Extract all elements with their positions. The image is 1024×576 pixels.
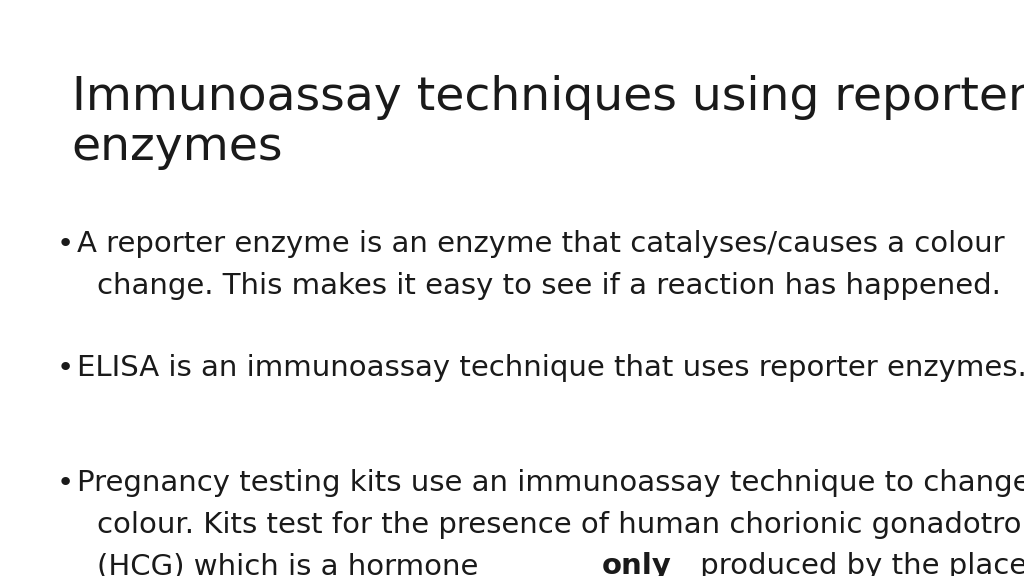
Text: A reporter enzyme is an enzyme that catalyses/causes a colour: A reporter enzyme is an enzyme that cata… (77, 230, 1005, 259)
Text: produced by the placenta.: produced by the placenta. (691, 552, 1024, 576)
Text: ELISA is an immunoassay technique that uses reporter enzymes.: ELISA is an immunoassay technique that u… (77, 354, 1024, 382)
Text: colour. Kits test for the presence of human chorionic gonadotrophin: colour. Kits test for the presence of hu… (97, 511, 1024, 539)
Text: Pregnancy testing kits use an immunoassay technique to change: Pregnancy testing kits use an immunoassa… (77, 469, 1024, 498)
Text: •: • (56, 230, 74, 259)
Text: Immunoassay techniques using reporter
enzymes: Immunoassay techniques using reporter en… (72, 75, 1024, 170)
Text: •: • (56, 469, 74, 498)
Text: •: • (56, 354, 74, 382)
Text: (HCG) which is a hormone: (HCG) which is a hormone (97, 552, 487, 576)
Text: only: only (601, 552, 671, 576)
Text: change. This makes it easy to see if a reaction has happened.: change. This makes it easy to see if a r… (97, 272, 1001, 300)
